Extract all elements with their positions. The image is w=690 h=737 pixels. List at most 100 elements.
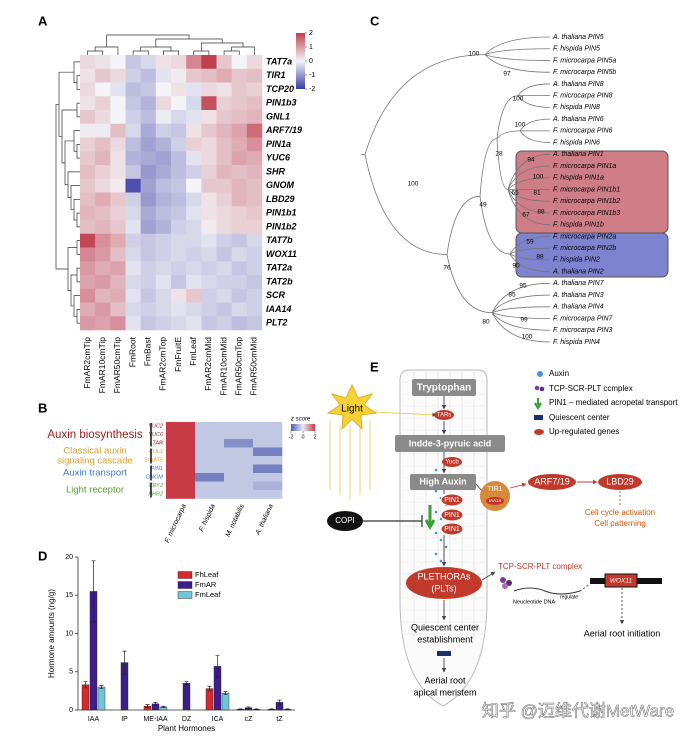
error-bar xyxy=(285,708,290,710)
heatmap-cell xyxy=(231,123,248,138)
heatmap-cell xyxy=(216,220,232,235)
heatmap-cell xyxy=(140,233,157,248)
legend-icon xyxy=(534,398,542,411)
heatmap-cell xyxy=(186,275,202,290)
node-box xyxy=(410,474,476,490)
bootstrap-label: 49 xyxy=(479,202,487,209)
complex-icon xyxy=(502,583,508,589)
heatmap-cell xyxy=(110,206,126,221)
heatmap-cell xyxy=(195,464,225,474)
heatmap-cell xyxy=(231,96,248,111)
heatmap-cell xyxy=(80,316,96,331)
heatmap-cell xyxy=(216,123,232,138)
heatmap-cell xyxy=(166,447,196,457)
gene-label: PIN1 xyxy=(444,512,460,519)
heatmap-cell xyxy=(201,178,217,193)
leaf-label: A. thaliana PIN4 xyxy=(552,304,604,311)
column-label: FmAR10cmMid xyxy=(218,337,228,396)
heatmap-cell xyxy=(80,82,96,97)
heatmap-cell xyxy=(231,178,248,193)
heatmap-cell xyxy=(216,55,232,70)
tree-branch xyxy=(446,195,481,255)
heatmap-cell xyxy=(186,302,202,317)
colorbar-tick-label: 0 xyxy=(309,58,313,65)
heatmap-cell xyxy=(140,288,157,303)
bootstrap-label: 67 xyxy=(522,212,530,219)
node-box xyxy=(412,379,476,396)
heatmap-cell xyxy=(80,275,96,290)
dendrogram xyxy=(223,50,240,55)
heatmap-cell xyxy=(216,206,232,221)
leaf-label: A. thaliana PIN7 xyxy=(552,280,605,287)
heatmap-cell xyxy=(171,178,187,193)
legend-icon xyxy=(539,386,545,392)
heatmap-cell xyxy=(246,288,263,303)
error-bar xyxy=(91,560,96,623)
tree-branch xyxy=(491,306,551,314)
x-tick-label: cZ xyxy=(245,716,254,723)
heatmap-cell xyxy=(246,137,263,152)
heatmap-cell xyxy=(140,110,157,125)
heatmap-cell xyxy=(110,220,126,235)
row-label: PIN1b2 xyxy=(266,221,297,231)
tree-branch xyxy=(491,312,551,319)
heatmap-cell xyxy=(216,233,232,248)
error-bar xyxy=(207,685,212,692)
heatmap-cell xyxy=(224,473,254,482)
tree-branch xyxy=(364,154,448,255)
heatmap-cell xyxy=(110,178,126,193)
heatmap-cell xyxy=(140,206,157,221)
leaf-label: F. microcarpa PIN6 xyxy=(553,128,612,135)
heatmap-cell xyxy=(201,302,217,317)
row-label: TCP20 xyxy=(266,84,294,94)
heatmap-cell xyxy=(95,206,111,221)
heatmap-cell xyxy=(95,165,111,180)
heatmap-cell xyxy=(186,165,202,180)
heatmap-cell xyxy=(166,439,196,448)
leaf-label: F. hispida PIN4 xyxy=(553,339,600,346)
bootstrap-label: 100 xyxy=(533,174,544,181)
phylogenetic-tree: A. thaliana PIN5 F. hispida PIN5 F. microc… xyxy=(361,34,620,346)
heatmap-cell xyxy=(224,439,254,448)
heatmap-cell xyxy=(216,68,232,83)
heatmap-cell xyxy=(216,302,232,317)
x-tick-label: IAA xyxy=(88,716,100,723)
heatmap-cell xyxy=(216,96,232,111)
tree-branch xyxy=(507,189,551,226)
heatmap-cell xyxy=(95,275,111,290)
heatmap-cell xyxy=(110,82,126,97)
regulate-label: regulate xyxy=(560,594,578,600)
heatmap-cell xyxy=(224,422,254,431)
heatmap-cell xyxy=(140,96,157,111)
legend-icon xyxy=(534,429,544,435)
bar xyxy=(221,692,230,711)
bootstrap-label: 90 xyxy=(512,263,520,270)
legend-label: FmAR xyxy=(195,580,217,589)
heatmap-cell xyxy=(224,464,254,474)
meristem-label: apical meristem xyxy=(413,687,476,697)
heatmap-cell xyxy=(140,247,157,262)
bootstrap-label: 100 xyxy=(513,96,524,103)
dna-strand xyxy=(513,587,581,595)
column-label: F. microcarpa xyxy=(164,503,188,544)
heatmap-cell xyxy=(253,439,283,448)
heatmap-cell xyxy=(125,233,141,248)
dendrogram xyxy=(76,212,80,228)
colorbar xyxy=(296,33,305,89)
tree-branch xyxy=(496,138,509,190)
leaf-label: A. thaliana PIN8 xyxy=(552,81,604,88)
heatmap-cell xyxy=(80,110,96,125)
bootstrap-label: 100 xyxy=(522,334,533,341)
heatmap-cell xyxy=(195,481,225,491)
heatmap-cell xyxy=(125,68,141,83)
heatmap-cell xyxy=(110,316,126,331)
gene-label: PIN1 xyxy=(444,526,460,533)
heatmap-cell xyxy=(216,137,232,152)
heatmap-cell xyxy=(186,151,202,166)
error-bar xyxy=(215,655,220,678)
heatmap-cell xyxy=(253,447,283,457)
y-tick-label: 0 xyxy=(69,707,73,714)
leaf-label: A. thaliana PIN6 xyxy=(552,116,604,123)
heatmap-cell xyxy=(171,110,187,125)
